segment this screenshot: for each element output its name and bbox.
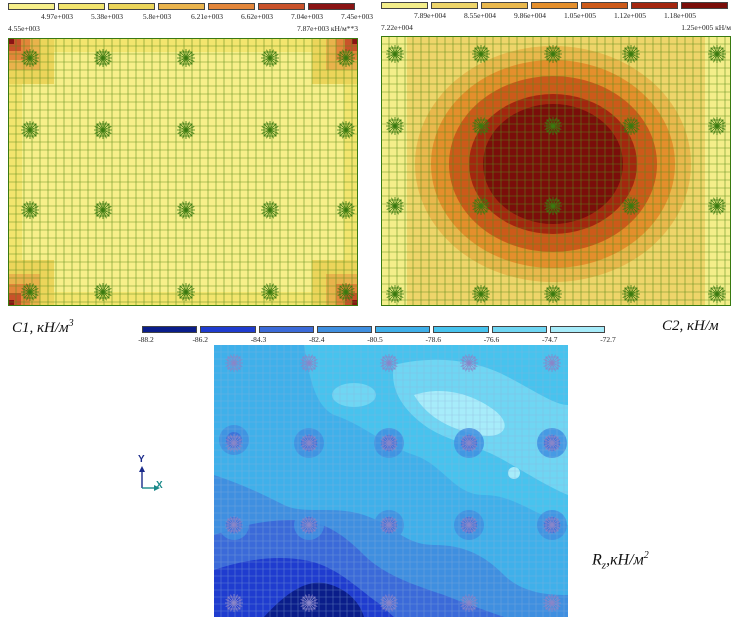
rz-legend-swatch: [433, 326, 489, 333]
rz-band: [414, 390, 505, 436]
c1-corner-band: [8, 300, 14, 306]
c2-legend-tick: 8.55e+004: [464, 11, 496, 20]
c1-legend-tick: 7.04e+003: [291, 12, 323, 21]
rz-legend-tick: -88.2: [138, 335, 154, 344]
c1-corner-band: [352, 300, 358, 306]
c2-legend-swatch: [631, 2, 678, 9]
rz-legend-tick: -74.7: [541, 335, 558, 344]
c2-contour-svg: [381, 36, 731, 306]
rz-caption: Rz,кН/м2: [592, 550, 649, 572]
c2-mesh: [381, 36, 731, 306]
rz-legend-tick: -80.5: [367, 335, 383, 344]
c2-caption: C2, кН/м: [662, 318, 719, 334]
rz-supports: [225, 354, 561, 612]
c2-legend-swatch: [581, 2, 628, 9]
c2-legend: 7.89e+004 8.55e+004 9.86e+004 1.05e+005 1.12…: [381, 2, 731, 34]
c1-contour-plot: [8, 38, 358, 306]
c2-legend-min: 7.22e+004: [381, 23, 413, 32]
rz-legend-tick: -76.6: [483, 335, 500, 344]
c2-legend-max: 1.25e+005 кН/м: [681, 23, 731, 32]
c1-supports: [21, 49, 355, 301]
rz-contour-plot: [214, 345, 568, 617]
c1-legend-tick: 7.45e+003: [341, 12, 373, 21]
c2-legend-swatch: [431, 2, 478, 9]
c1-legend-tick: 6.62e+003: [241, 12, 273, 21]
c1-contour-svg: [8, 38, 358, 306]
c1-legend-tick: 5.38e+003: [91, 12, 123, 21]
c1-corner-band: [352, 38, 358, 44]
c2-legend-tick: 1.18e+005: [664, 11, 696, 20]
c1-legend-tick: 4.97e+003: [41, 12, 73, 21]
rz-local-max: [508, 467, 520, 479]
c1-legend-swatch: [58, 3, 105, 10]
rz-contour-svg: [214, 345, 568, 617]
c2-edge-band: [705, 36, 731, 306]
rz-legend-swatch: [375, 326, 431, 333]
c2-legend-tick: 1.05e+005: [564, 11, 596, 20]
c1-legend-swatch: [108, 3, 155, 10]
c2-legend-swatch: [531, 2, 578, 9]
c1-legend-min: 4.55e+003: [8, 24, 40, 33]
axis-triad: Y X: [136, 454, 166, 492]
c2-frame: [381, 36, 731, 306]
c1-legend-swatch: [258, 3, 305, 10]
rz-legend-tick: -78.6: [425, 335, 442, 344]
c2-supports: [386, 45, 726, 303]
rz-legend-swatch: [491, 326, 547, 333]
y-axis-label: Y: [138, 454, 145, 465]
x-axis-label: X: [156, 480, 163, 491]
c1-inner-field: [22, 52, 344, 292]
c1-frame: [8, 38, 358, 306]
rz-legend-tick: -72.7: [600, 335, 616, 344]
c1-caption: C1, кН/м3: [12, 318, 74, 336]
rz-legend-swatch: [142, 326, 198, 333]
rz-band: [264, 582, 364, 617]
c2-legend-swatch: [381, 2, 428, 9]
rz-legend: -88.2 -86.2 -84.3 -82.4 -80.5 -78.6 -76.6 -74.7…: [138, 326, 616, 346]
c1-legend-swatch: [158, 3, 205, 10]
c2-legend-swatch: [481, 2, 528, 9]
c1-mesh: [8, 38, 358, 306]
c2-edge-band: [381, 36, 407, 306]
c1-legend-swatch: [8, 3, 55, 10]
c1-legend-tick: 6.21e+003: [191, 12, 223, 21]
c1-legend-swatch: [208, 3, 255, 10]
rz-legend-swatch: [258, 326, 314, 333]
c1-corner-band: [8, 38, 14, 44]
c2-contour-plot: [381, 36, 731, 306]
c1-legend-max: 7.87e+003 кН/м**3: [297, 24, 358, 33]
c1-legend-tick: 5.8e+003: [142, 12, 172, 21]
c2-legend-swatch: [681, 2, 728, 9]
rz-legend-swatch: [200, 326, 256, 333]
c2-legend-tick: 1.12e+005: [614, 11, 646, 20]
rz-legend-tick: -84.3: [250, 335, 267, 344]
rz-legend-tick: -86.2: [192, 335, 209, 344]
c1-legend-swatch: [308, 3, 355, 10]
rz-legend-swatch: [549, 326, 605, 333]
c1-legend: 4.97e+003 5.38e+003 5.8e+003 6.21e+003 6.62e…: [8, 3, 373, 35]
c2-legend-tick: 7.89e+004: [414, 11, 446, 20]
c2-legend-tick: 9.86e+004: [514, 11, 546, 20]
rz-legend-tick: -82.4: [308, 335, 325, 344]
rz-legend-swatch: [316, 326, 372, 333]
